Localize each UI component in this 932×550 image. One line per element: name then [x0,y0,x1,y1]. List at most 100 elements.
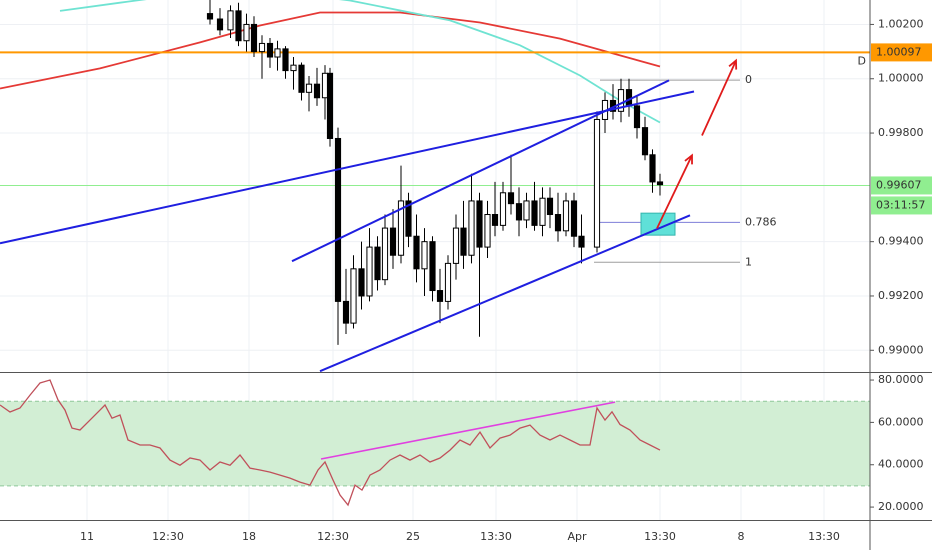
candle-body [499,192,507,226]
x-tick-label: 11 [80,530,94,543]
moving-average [59,0,661,124]
rsi-band [0,401,870,486]
level-label-box [871,43,932,62]
candle-body [656,181,664,186]
candle-body [405,200,412,237]
candle-body [305,83,313,93]
y-tick-label: 60.0000 [878,415,924,428]
x-tick-label: 8 [738,530,745,543]
x-tick-label: 18 [242,530,256,543]
moving-average [0,11,661,90]
candle-body [641,127,649,156]
x-tick-label: 13:30 [644,530,676,543]
candle-body [206,13,214,20]
candle-body [282,48,289,72]
x-tick-label: 12:30 [152,530,184,543]
x-tick-label: 13:30 [480,530,512,543]
fib-label: 0 [745,73,752,86]
candle-body [649,154,656,183]
candle-body [554,214,562,232]
candle-body [562,200,570,232]
candle-body [366,246,373,297]
x-tick-label: Apr [567,530,587,543]
x-tick-label: 13:30 [808,530,840,543]
last-price-label-box [871,176,932,195]
candle-body [250,23,258,53]
candle-body [216,18,224,31]
candle-body [468,200,475,256]
countdown: 03:11:57 [876,198,925,211]
y-tick-label: 1.00200 [878,17,924,30]
candle-body [491,214,499,226]
rsi-pane [0,379,870,507]
trend-line [319,214,691,372]
candle-body [421,241,428,270]
candle-body [374,246,381,281]
y-tick-label: 1.00000 [878,72,924,85]
y-tick-label: 20.0000 [878,500,924,513]
countdown-box [871,196,932,215]
candle-body [358,268,365,297]
candle-body [274,48,281,58]
candle-body [350,268,357,324]
candle-body [266,42,274,58]
y-tick-label: 0.99400 [878,235,924,248]
candle-body [476,200,483,248]
candle-body [389,227,397,256]
candle-body [429,241,436,292]
candle-body [531,200,538,226]
arrow [656,154,693,229]
arrow-head [728,58,738,70]
candle-body [570,200,578,237]
target-box [640,212,676,236]
candle-body [342,300,350,324]
candle-body [381,227,389,281]
y-tick-label: 80.0000 [878,373,924,386]
candle-body [444,262,452,302]
rsi-line [0,379,661,507]
candle-body [290,64,297,72]
last-price-label: 0.99607 [876,178,922,191]
candle-body [515,203,523,221]
candle-body [243,23,250,42]
candle-body [321,72,329,99]
candle-body [436,290,444,302]
candle-body [326,72,334,139]
candle-body [235,10,242,42]
arrow-head [684,153,693,165]
fib-label: 1 [745,255,752,268]
candle-body [452,227,460,264]
candle-body [413,235,420,270]
y-tick-label: 0.99000 [878,343,924,356]
y-tick-label: 0.99800 [878,126,924,139]
arrow [701,60,737,136]
candle-body [593,118,601,248]
y-tick-label: 0.99200 [878,289,924,302]
rsi-trend-line [320,401,616,460]
y-tick-label: 40.0000 [878,458,924,471]
level-tag: D [858,54,866,67]
candle-body [397,200,405,256]
candle-body [523,200,530,221]
candle-body [484,214,491,248]
candle-body [258,42,266,53]
candle-body [539,197,546,226]
candle-body [460,227,467,256]
candle-body [313,83,321,99]
level-label: 1.00097 [876,45,922,58]
candle-body [334,137,342,302]
fib-label: 0.786 [745,215,777,228]
x-tick-label: 25 [406,530,420,543]
trend-line [291,79,670,263]
x-tick-label: 12:30 [317,530,349,543]
candle-body [298,64,305,93]
price-pane: 0 0.786 1 [0,0,870,372]
candle-body [633,105,641,129]
candle-body [617,89,625,112]
candle-body [507,192,515,205]
candle-body [578,235,585,248]
candle-body [546,197,554,216]
candle-body [227,10,234,31]
